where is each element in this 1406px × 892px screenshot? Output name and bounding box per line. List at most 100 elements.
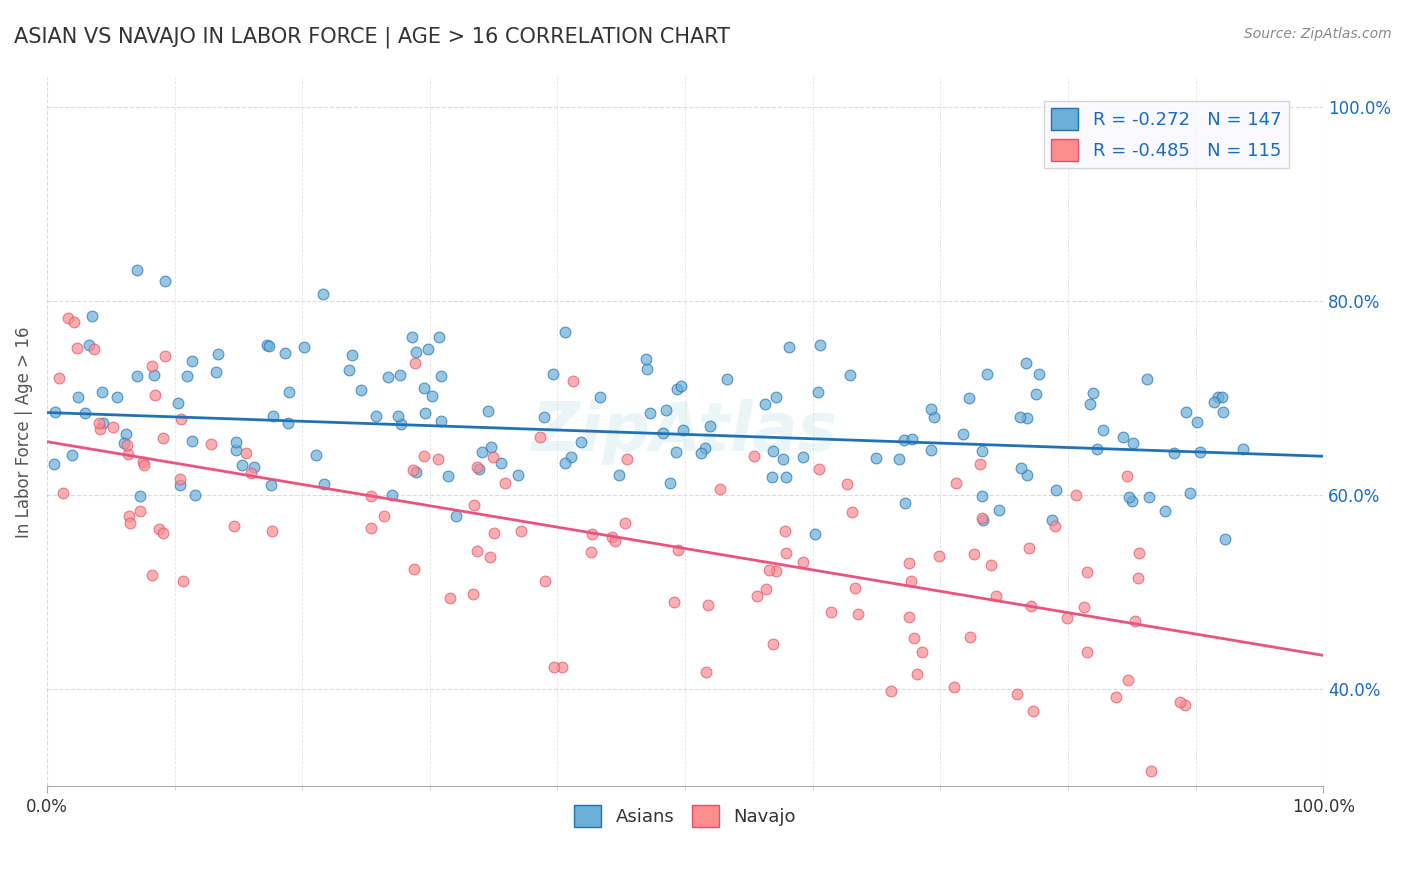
Point [364,409,387,423]
Point [207,347,229,361]
Point [60,448,83,462]
Point [666,542,689,557]
Point [77,337,100,351]
Point [903,631,925,645]
Point [762,637,785,651]
Point [1010,461,1032,475]
Point [613,516,636,531]
Point [716,372,738,386]
Point [969,458,991,472]
Point [465,459,488,474]
Point [152,431,174,445]
Point [1022,704,1045,718]
Point [337,363,360,377]
Point [672,423,695,437]
Point [792,555,814,569]
Point [889,451,911,466]
Point [1064,487,1087,501]
Point [1019,599,1042,613]
Point [125,369,148,384]
Point [1126,571,1149,585]
Point [465,544,488,558]
Point [1137,490,1160,504]
Point [636,362,658,376]
Point [921,402,943,417]
Point [83,342,105,356]
Point [405,345,427,359]
Point [543,660,565,674]
Point [970,489,993,503]
Point [129,489,152,503]
Point [117,446,139,460]
Point [115,438,138,452]
Point [844,581,866,595]
Point [141,568,163,582]
Text: ASIAN VS NAVAJO IN LABOR FORCE | AGE > 16 CORRELATION CHART: ASIAN VS NAVAJO IN LABOR FORCE | AGE > 1… [14,27,730,48]
Point [350,384,373,398]
Point [120,516,142,530]
Point [444,508,467,523]
Point [894,496,917,510]
Point [695,665,717,679]
Point [312,287,335,301]
Point [541,367,564,381]
Point [1007,687,1029,701]
Point [775,546,797,560]
Point [152,526,174,541]
Point [792,450,814,464]
Point [141,359,163,374]
Point [1212,404,1234,418]
Point [44,405,66,419]
Point [231,458,253,472]
Point [755,582,778,597]
Point [841,504,863,518]
Point [166,396,188,410]
Point [482,526,505,541]
Point [260,524,283,538]
Point [551,659,574,673]
Point [970,444,993,458]
Point [1092,423,1115,437]
Point [172,574,194,588]
Point [481,450,503,464]
Point [1140,764,1163,778]
Point [666,382,689,396]
Point [439,591,461,605]
Point [430,414,453,428]
Point [413,406,436,420]
Point [754,397,776,411]
Point [222,518,245,533]
Point [616,451,638,466]
Y-axis label: In Labor Force | Age > 16: In Labor Force | Age > 16 [15,326,32,538]
Point [709,482,731,496]
Point [880,684,903,698]
Point [987,503,1010,517]
Point [865,451,887,466]
Point [765,564,787,578]
Point [278,385,301,400]
Point [1015,411,1038,425]
Point [169,471,191,485]
Point [1015,356,1038,370]
Point [80,309,103,323]
Point [976,367,998,381]
Point [773,524,796,539]
Point [127,262,149,277]
Point [665,445,688,459]
Point [73,406,96,420]
Point [1163,446,1185,460]
Point [600,531,623,545]
Point [1153,504,1175,518]
Point [962,548,984,562]
Point [980,558,1002,573]
Point [48,370,70,384]
Point [1123,615,1146,629]
Point [745,589,768,603]
Point [1076,644,1098,658]
Point [942,681,965,695]
Point [360,489,382,503]
Point [114,427,136,442]
Point [262,409,284,423]
Point [477,403,499,417]
Point [669,379,692,393]
